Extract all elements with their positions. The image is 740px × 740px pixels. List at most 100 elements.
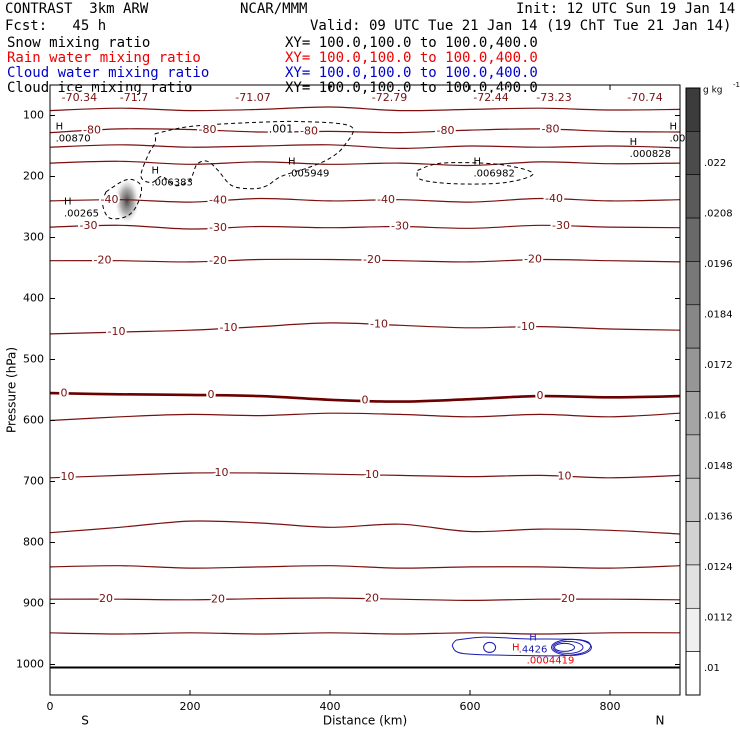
isotherm-label: -30: [80, 219, 98, 232]
isotherm-22: [49, 632, 681, 635]
plot-frame: [49, 84, 681, 696]
field-snow-name: Snow mixing ratio: [7, 35, 151, 51]
colorbar-bin: [685, 434, 701, 479]
isotherm-m50: [49, 160, 681, 167]
isotherm-label: -40: [209, 194, 227, 207]
maximum-value: .000828: [630, 149, 671, 160]
isotherm-label: 20: [365, 592, 379, 605]
isotherm-label: -40: [545, 192, 563, 205]
isotherm-0: [49, 391, 681, 403]
y-tick-label: 500: [23, 353, 44, 366]
maximum-marker: H: [630, 137, 638, 148]
isotherm-label: -10: [517, 320, 535, 333]
colorbar-bin: [685, 521, 701, 566]
isotherm-label: 10: [61, 470, 75, 483]
snow-contour-east: [416, 162, 534, 185]
cloud-water-maximum-value: .4426: [519, 644, 548, 655]
isotherm-10: [49, 472, 681, 479]
isotherm-15: [49, 520, 681, 535]
min-value-label: -73.23: [536, 91, 571, 104]
isotherm-label: -20: [94, 254, 112, 267]
maximum-value: .006383: [152, 178, 193, 189]
colorbar-label: .0184: [704, 310, 733, 321]
field-cloudice-xy: XY= 100.0,100.0 to 100.0,400.0: [285, 80, 538, 96]
field-cloudwater-name: Cloud water mixing ratio: [7, 65, 210, 81]
isotherm-m80: [49, 128, 681, 134]
isotherm-label: 0: [537, 389, 544, 402]
colorbar-bin: [685, 87, 701, 132]
colorbar-unit: g kg: [703, 86, 723, 96]
field-snow-xy: XY= 100.0,100.0 to 100.0,400.0: [285, 35, 538, 51]
isotherm-label: 10: [215, 466, 229, 479]
snow-fill-max: [115, 178, 139, 223]
isotherm-label: -20: [524, 253, 542, 266]
cloud-water-contour: [451, 636, 592, 657]
center-title: NCAR/MMM: [240, 1, 308, 17]
isotherm-label: 20: [211, 592, 225, 605]
colorbar-bin: [685, 651, 701, 696]
snow-contour-label: .001: [269, 123, 294, 136]
colorbar-bin: [685, 477, 701, 522]
min-value-label: -71.07: [235, 91, 270, 104]
forecast-hour: Fcst: 45 h: [5, 18, 107, 34]
maximum-marker: H: [56, 122, 64, 133]
colorbar-bin: [685, 564, 701, 609]
maximum-marker: H: [474, 156, 482, 167]
rain-maximum-value: .0004419: [527, 655, 575, 666]
valid-time: Valid: 09 UTC Tue 21 Jan 14 (19 ChT Tue …: [310, 18, 732, 34]
isotherm-label: 10: [365, 468, 379, 481]
isotherm-label: 20: [561, 592, 575, 605]
isotherm-label: 0: [208, 388, 215, 401]
colorbar-bin: [685, 131, 701, 176]
maximum-value: .005949: [288, 168, 329, 179]
colorbar-label: .016: [704, 411, 726, 422]
y-tick-label: 100: [23, 109, 44, 122]
x-end-label-north: N: [656, 714, 665, 728]
colorbar-bin: [685, 347, 701, 392]
rain-maximum-marker: H: [512, 642, 520, 653]
cloud-water-inner-contour: [551, 638, 592, 656]
isotherm-m60: [49, 144, 681, 150]
y-tick-label: 700: [23, 475, 44, 488]
maximum-marker: H: [670, 122, 678, 133]
model-title: CONTRAST 3km ARW: [5, 1, 149, 17]
isotherm-label: -80: [300, 125, 318, 138]
isotherm-label: -10: [108, 325, 126, 338]
isotherm-label: 10: [558, 469, 572, 482]
isotherm-label: -40: [377, 193, 395, 206]
y-tick-label: 400: [23, 292, 44, 305]
min-value-label: -70.34: [62, 91, 97, 104]
isotherm-18: [49, 565, 681, 569]
snow-contour-west: [101, 178, 143, 220]
x-tick-label: 200: [180, 700, 201, 713]
cloud-water-inner-contour: [554, 642, 575, 652]
isotherm-label: -10: [220, 321, 238, 334]
maximum-value: .006982: [474, 168, 515, 179]
field-rain-xy: XY= 100.0,100.0 to 100.0,400.0: [285, 50, 538, 66]
y-axis-title: Pressure (hPa): [5, 347, 19, 433]
isotherm-label: -40: [101, 193, 119, 206]
colorbar-label: .0208: [704, 209, 733, 220]
x-tick-label: 400: [320, 700, 341, 713]
colorbar-label: .0136: [704, 512, 733, 523]
x-tick-label: 0: [47, 700, 54, 713]
isotherm-label: -80: [542, 122, 560, 135]
isotherm-label: 20: [99, 592, 113, 605]
isotherm-m10: [49, 322, 681, 335]
min-value-label: -71.7: [120, 91, 148, 104]
isotherm-20: [49, 597, 681, 602]
y-tick-label: 600: [23, 414, 44, 427]
x-tick-label: 800: [600, 700, 621, 713]
x-tick-label: 600: [460, 700, 481, 713]
colorbar-label: .0112: [704, 613, 733, 624]
min-value-label: -72.44: [473, 91, 508, 104]
isotherm-label: -30: [209, 221, 227, 234]
maximum-value: .00265: [64, 209, 99, 220]
isotherm-label: -30: [552, 219, 570, 232]
y-tick-label: 800: [23, 536, 44, 549]
colorbar-bin: [685, 304, 701, 349]
snow-contour: [140, 120, 354, 190]
isotherm-label: -80: [83, 123, 101, 136]
y-tick-label: 900: [23, 597, 44, 610]
isotherm-label: -20: [209, 254, 227, 267]
